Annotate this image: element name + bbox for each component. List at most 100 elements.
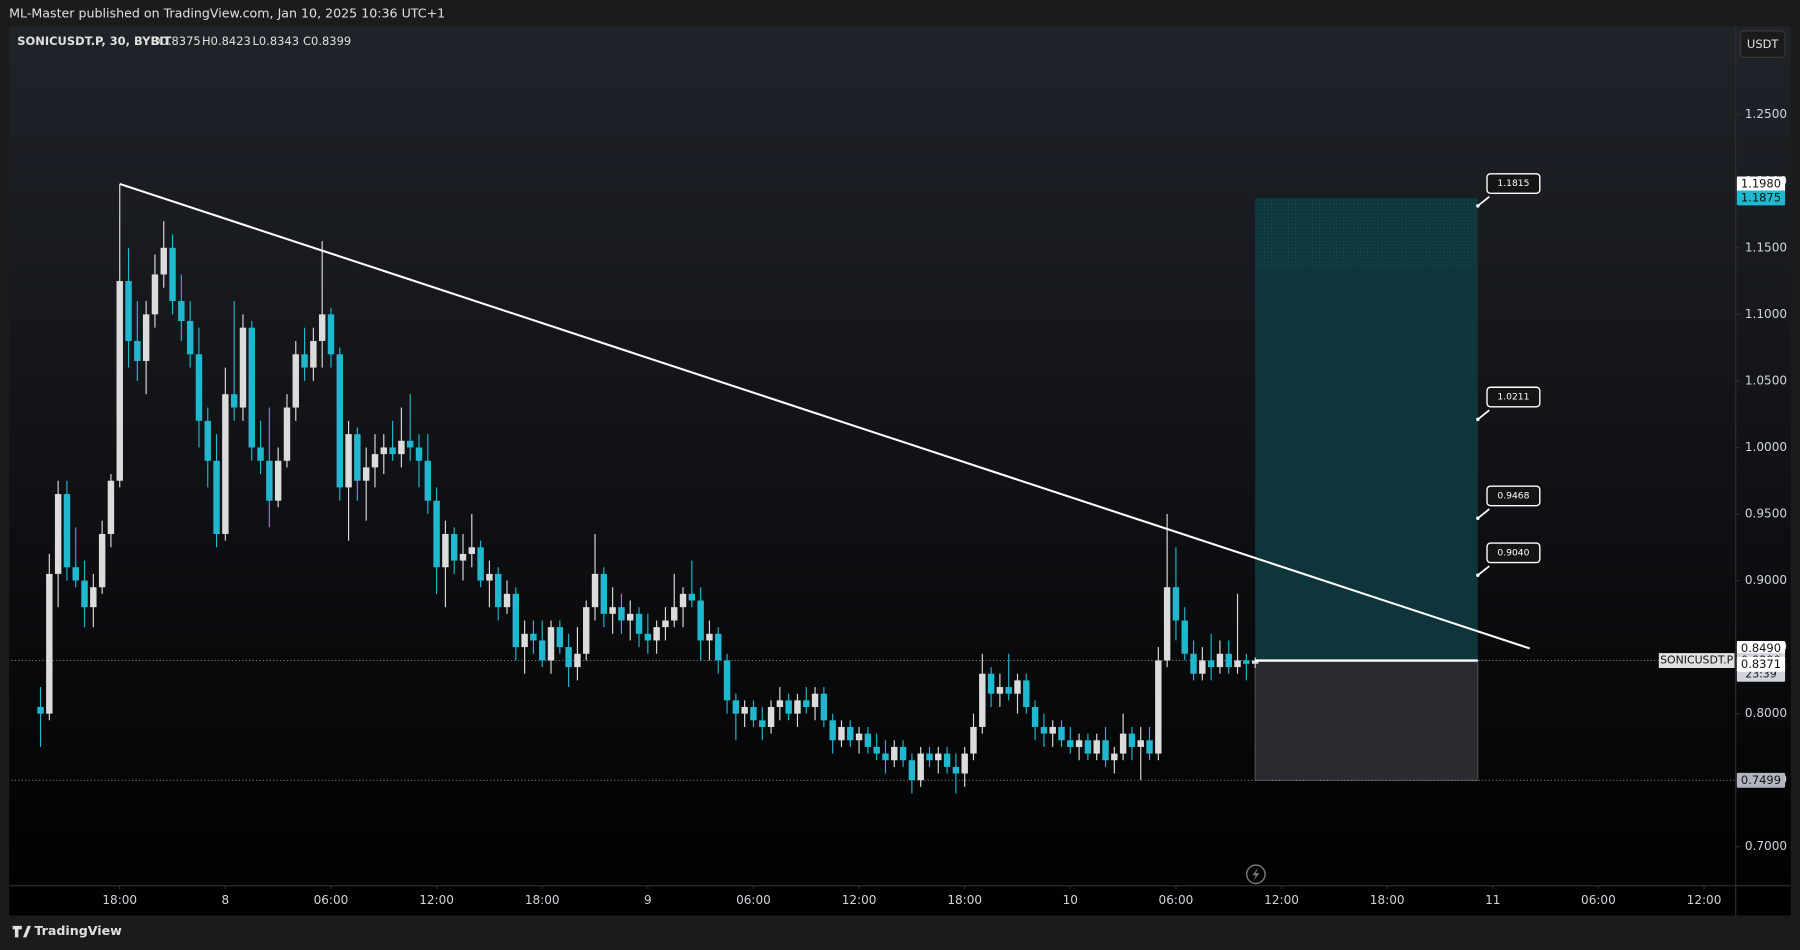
candle-body [1216, 653, 1224, 668]
candle-body [1040, 726, 1048, 734]
candle-body [257, 447, 264, 461]
candle-body [811, 693, 819, 707]
callout-box [1486, 542, 1541, 564]
candle-body [1199, 660, 1206, 674]
candle-body [1137, 740, 1144, 747]
alert-icon[interactable] [1245, 864, 1266, 885]
candle-body [442, 533, 449, 568]
candle-body [917, 753, 924, 781]
candle-body [539, 640, 546, 661]
candle-body [679, 593, 687, 608]
candle-body [556, 627, 564, 648]
candle-body [142, 314, 150, 361]
brand: TradingView [34, 923, 122, 938]
candle-body [1075, 740, 1083, 747]
candle-body [301, 354, 308, 368]
candle-body [468, 547, 476, 554]
candle-body [195, 354, 203, 421]
candle-body [820, 693, 828, 721]
candle-body [230, 394, 238, 408]
candle-body [565, 647, 572, 668]
candle-body [292, 354, 299, 408]
candle-body [178, 301, 185, 322]
candle-body [1005, 687, 1012, 694]
candle-body [151, 274, 159, 315]
candle-body [794, 700, 801, 714]
target-zone-texture [1255, 197, 1478, 267]
callout-label: 0.9040 [1497, 547, 1529, 558]
price-tag-label: 0.7499 [1741, 773, 1781, 787]
callout-box [1486, 386, 1541, 408]
x-tick-label: 06:00 [1159, 893, 1194, 907]
candle-body [732, 700, 740, 714]
alert-circle [1245, 864, 1266, 885]
callout-anchor [1476, 516, 1480, 520]
candle-body [362, 467, 370, 481]
candle-body [459, 553, 467, 561]
candle-body [547, 627, 555, 661]
x-tick-label: 10 [1063, 893, 1078, 907]
candle-body [635, 613, 643, 634]
x-tick-label: 06:00 [736, 893, 771, 907]
candle-body [204, 420, 211, 461]
candle-body [107, 480, 115, 534]
x-tick-label: 18:00 [102, 893, 137, 907]
currency-box [1739, 30, 1786, 58]
candle-body [1058, 726, 1065, 741]
candle-body [1031, 706, 1039, 727]
candle-body [855, 733, 863, 741]
candle-body [715, 633, 722, 661]
candle-body [688, 593, 696, 601]
candle-body [169, 247, 176, 302]
candle-body [318, 314, 326, 341]
candle-body [98, 533, 106, 588]
candle-body [741, 706, 748, 714]
candle-body [961, 753, 968, 774]
callout-pointer [1477, 508, 1490, 519]
candle-body [530, 633, 537, 641]
candle-body [1102, 740, 1109, 761]
candle-body [116, 281, 123, 481]
candle-body [380, 447, 388, 455]
candle-body [521, 633, 528, 648]
symbol-title: SONICUSDT.P, 30, BYBIT [17, 34, 171, 48]
candle-body [776, 700, 784, 707]
price-tag-label: 0.8371 [1741, 657, 1781, 671]
candle-body [1251, 660, 1259, 664]
price-tag-label: 1.1875 [1741, 190, 1781, 204]
callout-label: 1.0211 [1497, 392, 1529, 403]
candle-body [1067, 740, 1074, 747]
candle-body [72, 567, 79, 581]
price-tag [1736, 640, 1786, 656]
candle-body [125, 281, 132, 341]
candle-body [398, 440, 405, 455]
symbol-tag-box [1658, 653, 1735, 669]
candle-body [1234, 660, 1241, 668]
candle-body [477, 547, 484, 581]
candle-body [186, 321, 194, 355]
candle-body [653, 627, 660, 641]
candle-body [908, 760, 916, 781]
candle-body [371, 454, 379, 468]
candle-body [222, 394, 229, 534]
y-tick-label: 1.0000 [1745, 440, 1787, 454]
candle-body [979, 673, 986, 727]
candle-body [512, 593, 520, 648]
footer-logo[interactable]: TradingView [12, 923, 123, 938]
x-tick-label: 12:00 [1264, 893, 1299, 907]
candle-body [662, 620, 669, 628]
ohlc-value: C0.8399 [303, 34, 351, 48]
candle-body [424, 460, 432, 501]
candle-body [706, 633, 713, 641]
target-zone [1255, 197, 1478, 661]
candle-body [591, 573, 599, 608]
price-tag [1736, 190, 1786, 206]
candle-body [644, 633, 652, 641]
candle-body [1093, 740, 1100, 754]
candle-body [389, 447, 396, 455]
stop-zone [1254, 660, 1479, 781]
candle-body [54, 494, 62, 574]
candle-body [697, 600, 704, 641]
x-tick-label: 12:00 [842, 893, 877, 907]
